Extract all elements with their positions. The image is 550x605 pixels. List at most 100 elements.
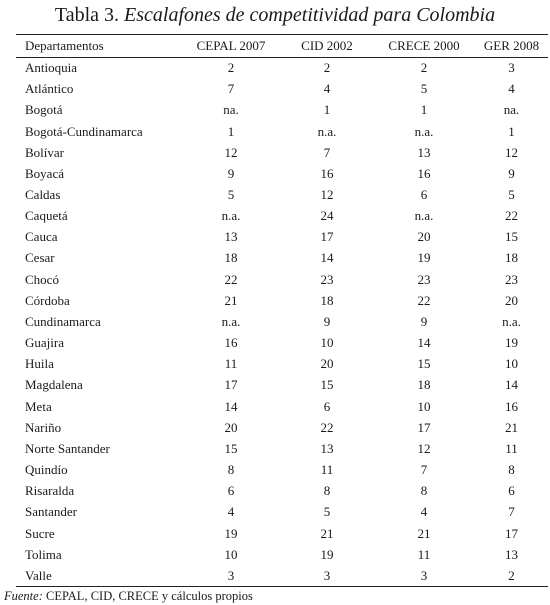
rank-cell: 14 [417, 335, 431, 351]
rank-cell: 15 [417, 356, 431, 372]
rank-cell: 22 [505, 208, 518, 224]
table-row: Norte Santander 15 13 12 11 [16, 438, 548, 459]
rank-cell: 8 [227, 462, 235, 478]
rank-cell: 23 [320, 271, 334, 287]
department-cell: Antioquia [25, 60, 77, 76]
rank-cell: 15 [224, 440, 238, 456]
rank-cell: 10 [417, 398, 431, 414]
source-label: Fuente: [4, 589, 43, 603]
rank-cell: 8 [420, 483, 428, 499]
table-row: Caquetá n.a. 24 n.a. 22 [16, 205, 548, 226]
table-row: Huila 11 20 15 10 [16, 353, 548, 374]
rank-cell: 2 [323, 60, 331, 76]
rank-cell: 19 [505, 335, 518, 351]
table-row: Cesar 18 14 19 18 [16, 247, 548, 268]
rank-cell: 12 [224, 144, 238, 160]
rank-cell: 2 [508, 567, 515, 583]
rank-cell: 11 [417, 546, 431, 562]
rank-cell: n.a. [221, 208, 241, 224]
rank-cell: 7 [323, 144, 331, 160]
rank-cell: 22 [417, 292, 431, 308]
rank-cell: 12 [505, 144, 518, 160]
rank-cell: n.a. [502, 313, 521, 329]
department-cell: Boyacá [25, 165, 64, 181]
rank-cell: 21 [417, 525, 431, 541]
table-row: Risaralda 6 8 8 6 [16, 480, 548, 501]
department-cell: Risaralda [25, 483, 75, 499]
table-row: Cauca 13 17 20 15 [16, 226, 548, 247]
rank-cell: 6 [420, 187, 428, 203]
department-cell: Guajira [25, 335, 64, 351]
rank-cell: 10 [505, 356, 518, 372]
rank-cell: 3 [227, 567, 235, 583]
rank-cell: 11 [224, 356, 238, 372]
rank-cell: n.a. [414, 123, 434, 139]
table-row: Cundinamarca n.a. 9 9 n.a. [16, 311, 548, 332]
rank-cell: 6 [323, 398, 331, 414]
rank-cell: 20 [320, 356, 334, 372]
table-caption: Tabla 3. Escalafones de competitividad p… [0, 2, 550, 28]
table-row: Santander 4 5 4 7 [16, 501, 548, 522]
rank-cell: 9 [508, 165, 515, 181]
rank-cell: 20 [224, 419, 238, 435]
rank-cell: 4 [420, 504, 428, 520]
caption-prefix: Tabla 3. [54, 4, 120, 26]
rank-cell: 5 [323, 504, 331, 520]
department-cell: Meta [25, 398, 52, 414]
rank-cell: 22 [224, 271, 238, 287]
competitiveness-table: Departamentos CEPAL 2007 CID 2002 CRECE … [16, 35, 548, 586]
department-cell: Caldas [25, 187, 61, 203]
department-cell: Magdalena [25, 377, 83, 393]
table-row: Meta 14 6 10 16 [16, 396, 548, 417]
rank-cell: n.a. [221, 313, 241, 329]
department-cell: Nariño [25, 419, 62, 435]
rank-cell: 9 [420, 313, 428, 329]
source-text: CEPAL, CID, CRECE y cálculos propios [46, 589, 253, 603]
rank-cell: 2 [227, 60, 235, 76]
rank-cell: 13 [417, 144, 431, 160]
rank-cell: 11 [505, 440, 518, 456]
rank-cell: 4 [508, 81, 515, 97]
rank-cell: 23 [505, 271, 518, 287]
rank-cell: 17 [224, 377, 238, 393]
table-row: Antioquia 2 2 2 3 [16, 57, 548, 78]
column-header: GER 2008 [483, 38, 540, 53]
rank-cell: na. [223, 102, 239, 118]
rank-cell: 18 [505, 250, 518, 266]
department-cell: Sucre [25, 525, 55, 541]
rank-cell: 14 [505, 377, 518, 393]
table-row: Caldas 5 12 6 5 [16, 184, 548, 205]
rank-cell: 7 [227, 81, 235, 97]
rank-cell: 12 [417, 440, 431, 456]
rank-cell: 20 [505, 292, 518, 308]
table-row: Quindío 8 11 7 8 [16, 459, 548, 480]
rank-cell: 15 [505, 229, 518, 245]
rank-cell: 13 [224, 229, 238, 245]
table-row: Sucre 19 21 21 17 [16, 522, 548, 543]
department-cell: Santander [25, 504, 77, 520]
rank-cell: 6 [508, 483, 515, 499]
rank-cell: 9 [323, 313, 331, 329]
rank-cell: 7 [420, 462, 428, 478]
rank-cell: 16 [224, 335, 238, 351]
rank-cell: 17 [417, 419, 431, 435]
department-cell: Chocó [25, 271, 59, 287]
rank-cell: 15 [320, 377, 334, 393]
column-header: Departamentos [25, 38, 104, 53]
department-cell: Valle [25, 567, 52, 583]
rank-cell: 16 [417, 165, 431, 181]
table-row: Valle 3 3 3 2 [16, 565, 548, 586]
column-header: CID 2002 [301, 38, 353, 53]
rank-cell: 5 [227, 187, 235, 203]
rank-cell: 18 [320, 292, 334, 308]
table-row: Tolima 10 19 11 13 [16, 544, 548, 565]
rank-cell: 2 [420, 60, 428, 76]
rank-cell: n.a. [317, 123, 337, 139]
rank-cell: 19 [224, 525, 238, 541]
rank-cell: 16 [320, 165, 334, 181]
department-cell: Norte Santander [25, 440, 110, 456]
rank-cell: 3 [508, 60, 515, 76]
table-row: Chocó 22 23 23 23 [16, 269, 548, 290]
table-row: Bolívar 12 7 13 12 [16, 142, 548, 163]
rank-cell: 11 [320, 462, 334, 478]
